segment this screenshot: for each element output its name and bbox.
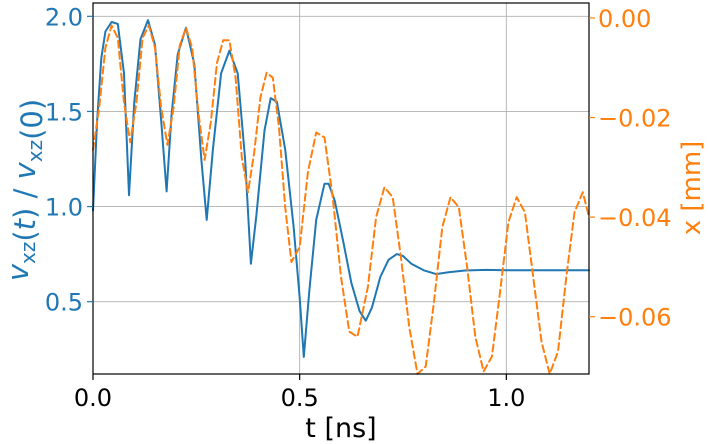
- right-y-axis-label: x [mm]: [677, 141, 707, 236]
- right-y-tick-label: −0.02: [598, 105, 672, 133]
- left-y-tick-label: 1.0: [45, 194, 83, 222]
- x-tick-label: 0.0: [74, 384, 112, 412]
- x-tick-label: 0.5: [281, 384, 319, 412]
- series-line-x-mm: [92, 24, 590, 375]
- x-tick-label: 1.0: [487, 384, 525, 412]
- right-y-tick-label: −0.06: [598, 304, 672, 332]
- left-y-axis-label: vxz(t) / vxz(0): [1, 99, 49, 281]
- series-line-vxz: [92, 19, 590, 358]
- axis-ticks: 0.0 0.5 1.0 0.5 1.0 1.5 2.0 −0.06 −0.04 −0.02 0.00: [45, 3, 672, 412]
- plot-area: [92, 19, 590, 375]
- right-y-tick-label: 0.00: [598, 5, 651, 33]
- x-axis-label: t [ns]: [305, 413, 376, 444]
- left-y-tick-label: 2.0: [45, 3, 83, 31]
- left-y-tick-label: 1.5: [45, 98, 83, 126]
- plot-frame: [92, 2, 590, 375]
- right-y-tick-label: −0.04: [598, 204, 672, 232]
- left-y-tick-label: 0.5: [45, 289, 83, 317]
- grid: [92, 3, 589, 374]
